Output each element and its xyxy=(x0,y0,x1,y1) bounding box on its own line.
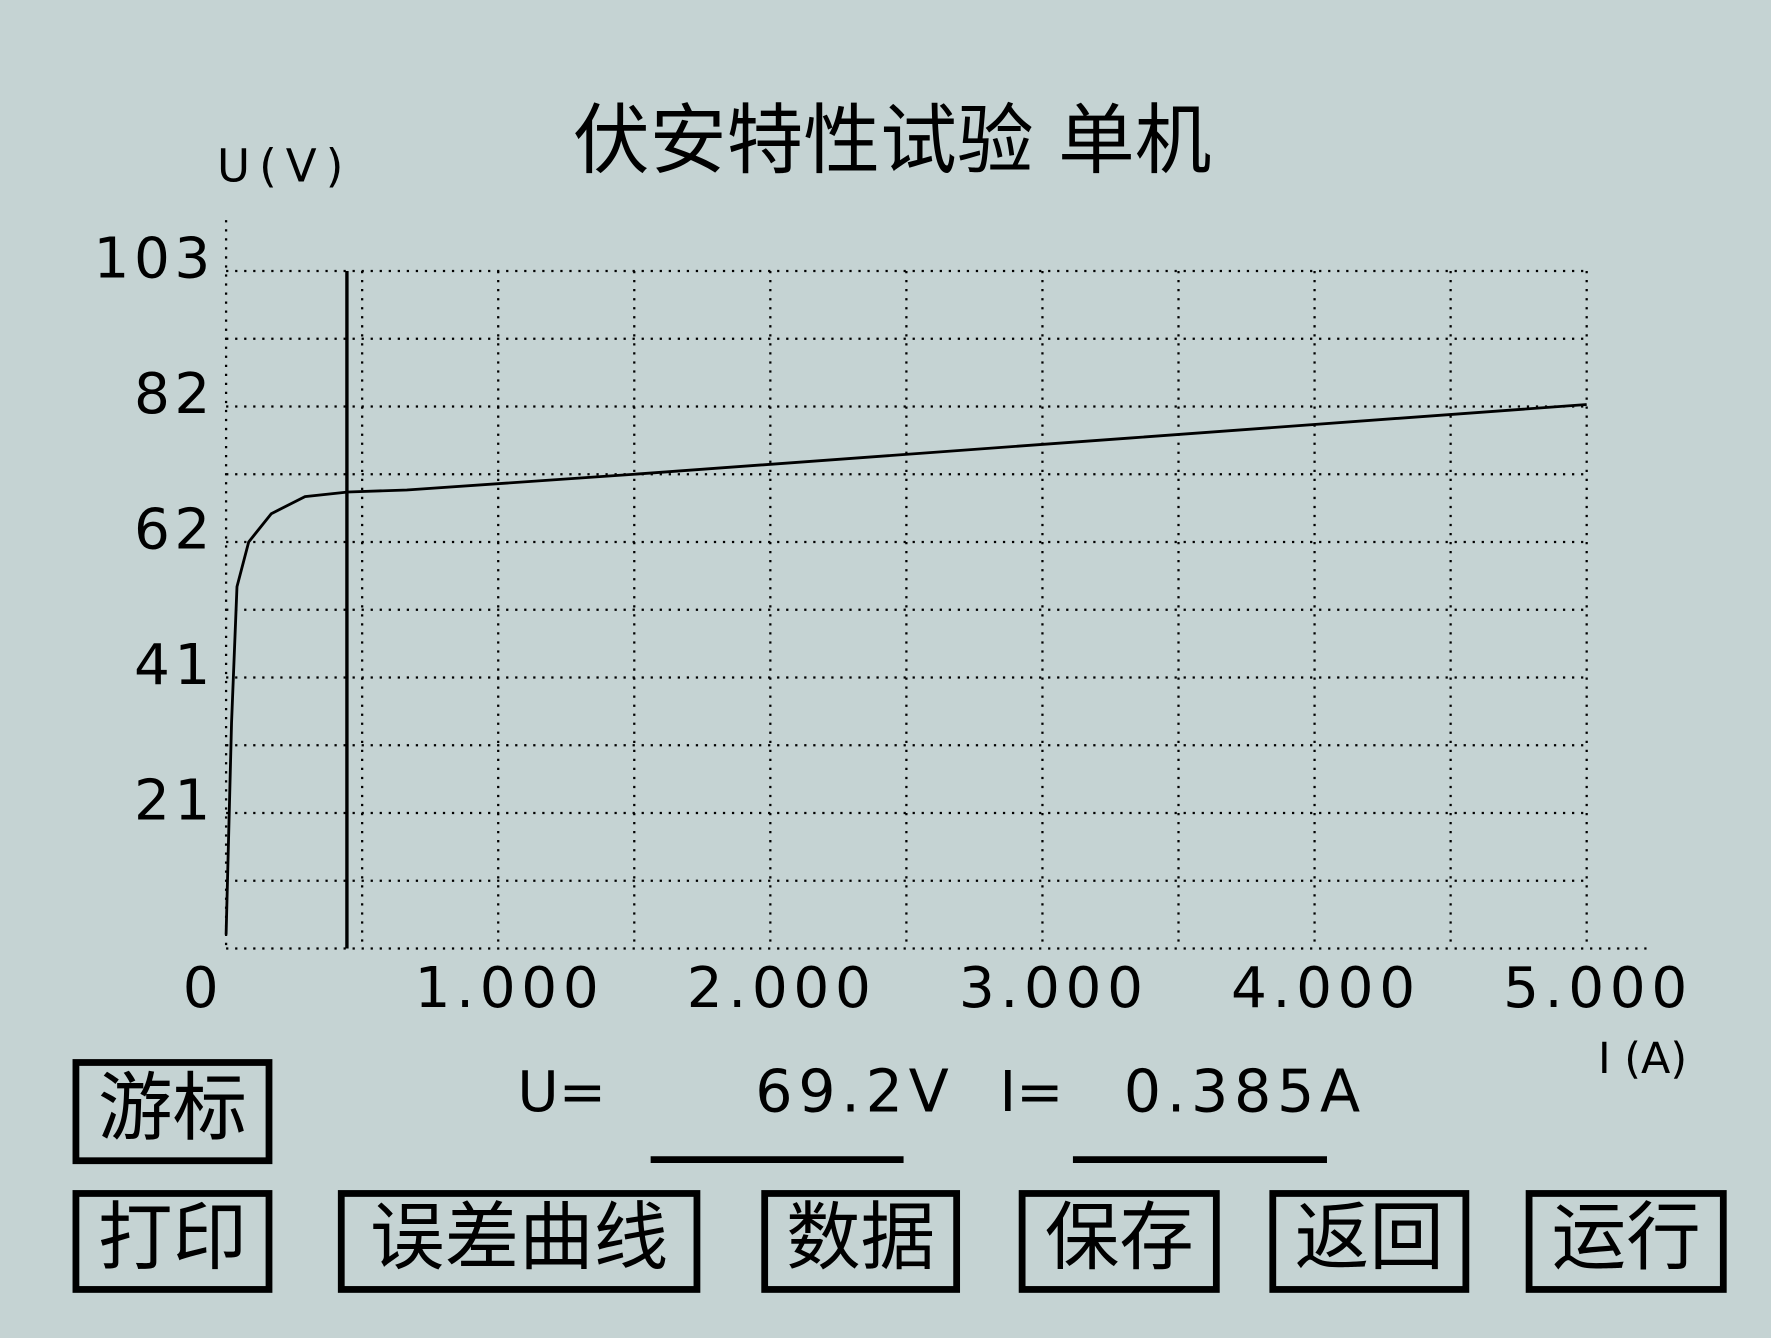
x-tick-label: 3.000 xyxy=(959,956,1149,1021)
button-label[interactable]: 返回 xyxy=(1295,1194,1444,1281)
button-label[interactable]: 数据 xyxy=(786,1194,935,1281)
x-tick-label: 4.000 xyxy=(1231,956,1421,1021)
x-tick-label: 1.000 xyxy=(415,956,605,1021)
i-value: 0.385A xyxy=(1124,1057,1366,1125)
button[interactable] xyxy=(1018,1190,1220,1293)
y-tick-label: 103 xyxy=(94,227,215,292)
button[interactable] xyxy=(761,1190,961,1293)
y-tick-label: 62 xyxy=(134,498,215,563)
button[interactable] xyxy=(1525,1190,1727,1293)
x-axis-label: I (A) xyxy=(1598,1034,1687,1084)
y-tick-label: 82 xyxy=(134,362,215,427)
button[interactable] xyxy=(337,1190,701,1293)
i-label: I= xyxy=(1000,1060,1064,1125)
button[interactable] xyxy=(72,1059,273,1165)
button-label[interactable]: 误差曲线 xyxy=(370,1194,668,1281)
button[interactable] xyxy=(1269,1190,1470,1293)
y-tick-label: 21 xyxy=(134,769,215,834)
y-axis-label: U(V) xyxy=(217,139,352,192)
u-value: 69.2V xyxy=(755,1057,954,1125)
button-label[interactable]: 游标 xyxy=(98,1064,247,1151)
curve xyxy=(224,403,1587,935)
u-label: U= xyxy=(517,1060,606,1125)
x-tick-label: 5.000 xyxy=(1503,956,1693,1021)
button-label[interactable]: 保存 xyxy=(1045,1194,1194,1281)
y-tick-label: 41 xyxy=(134,633,215,698)
button[interactable] xyxy=(72,1190,273,1293)
x-tick-label: 2.000 xyxy=(687,956,877,1021)
title: 伏安特性试验 单机 xyxy=(573,97,1212,186)
x-tick-label: 0 xyxy=(183,956,225,1021)
button-label[interactable]: 运行 xyxy=(1552,1194,1701,1281)
button-label[interactable]: 打印 xyxy=(98,1194,247,1281)
